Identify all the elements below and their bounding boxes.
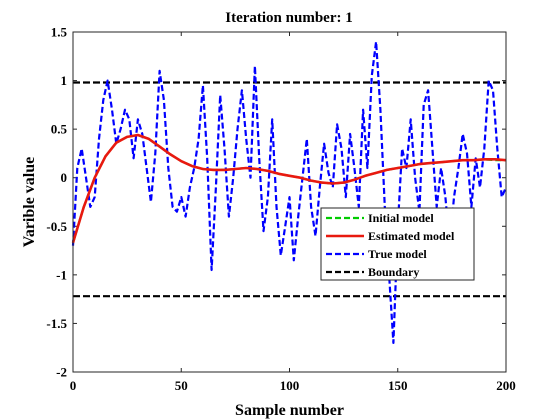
- x-tick-label: 150: [388, 378, 408, 393]
- axis-ticks: 0 50 100 150 200 -2 -1.5 -1 -0.5 0 0.5 1 1.5: [46, 25, 515, 394]
- plot-frame: [72, 31, 507, 373]
- legend-entries: Initial model Estimated model True model Bo…: [326, 211, 455, 279]
- x-tick-label: 50: [175, 378, 188, 393]
- chart-title: Iteration number: 1: [225, 10, 353, 26]
- legend-box: [320, 207, 475, 281]
- plot-area: [73, 32, 506, 372]
- legend-label: Boundary: [368, 265, 419, 279]
- y-tick-label: 1: [61, 73, 68, 88]
- series-layer: [71, 40, 508, 344]
- legend-label: Estimated model: [368, 229, 455, 243]
- legend-label: True model: [368, 247, 427, 261]
- y-tick-label: -0.5: [46, 219, 67, 234]
- y-tick-label: -1.5: [46, 316, 67, 331]
- series-line-estimated-model: [71, 133, 507, 244]
- x-tick-label: 100: [280, 378, 300, 393]
- y-axis-label: Varible value: [21, 157, 38, 248]
- legend: Initial model Estimated model True model Bo…: [320, 207, 475, 281]
- y-tick-label: 1.5: [51, 25, 68, 40]
- x-tick-label: 200: [496, 378, 516, 393]
- y-tick-label: -2: [56, 365, 67, 380]
- x-tick-label: 0: [70, 378, 77, 393]
- x-axis-label: Sample number: [235, 402, 344, 419]
- y-tick-label: 0: [61, 170, 68, 185]
- y-tick-label: -1: [56, 267, 67, 282]
- series-line-true-model: [71, 40, 508, 344]
- legend-label: Initial model: [368, 211, 434, 225]
- y-tick-label: 0.5: [51, 122, 68, 137]
